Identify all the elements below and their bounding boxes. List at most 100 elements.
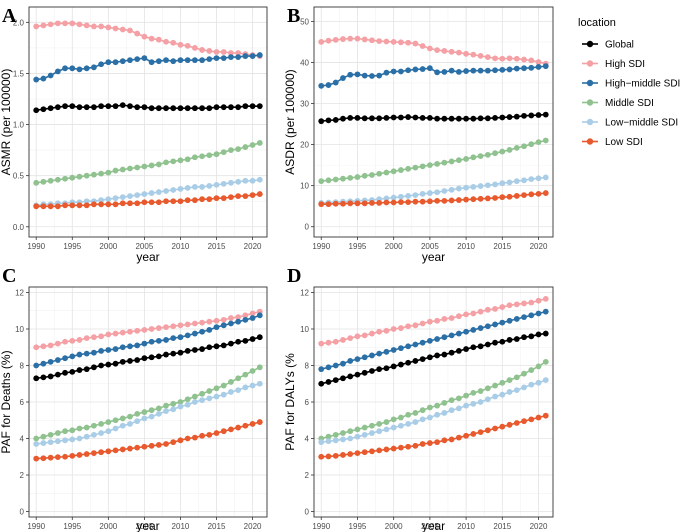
data-point [206, 388, 213, 394]
y-tick-label: 4 [20, 435, 25, 444]
y-tick-label: 20 [300, 141, 309, 150]
legend: location Global High SDI High−middle SDI Mi… [578, 17, 680, 148]
data-point [40, 433, 47, 440]
data-point [76, 21, 83, 28]
y-tick-label: 2.0 [13, 18, 25, 27]
data-point [441, 351, 448, 358]
data-point [206, 182, 213, 189]
data-point [361, 200, 368, 207]
data-point [69, 353, 76, 360]
y-tick-label: 0.0 [13, 223, 25, 232]
data-point [528, 367, 535, 373]
data-point [405, 39, 412, 46]
data-point [470, 310, 477, 317]
data-point [376, 428, 383, 435]
x-tick-label: 2010 [172, 522, 190, 531]
data-point [340, 36, 346, 42]
data-point [463, 115, 469, 122]
data-point [499, 66, 506, 73]
data-point [163, 337, 169, 343]
data-point [191, 105, 198, 112]
data-point [390, 445, 397, 452]
data-point [134, 30, 141, 37]
x-tick-label: 2015 [208, 242, 226, 251]
data-point [98, 170, 105, 177]
data-point [535, 175, 542, 182]
data-point [112, 59, 119, 66]
data-point [47, 177, 54, 184]
data-point [127, 193, 133, 200]
data-point [105, 196, 112, 203]
data-point [242, 371, 249, 378]
data-point [155, 199, 162, 206]
data-point [506, 114, 513, 120]
data-point [33, 107, 40, 114]
data-point [340, 115, 346, 122]
data-point [235, 314, 242, 321]
data-point [535, 64, 542, 70]
data-point [376, 72, 383, 79]
data-point [249, 310, 256, 317]
data-point [419, 407, 426, 414]
data-point [499, 338, 506, 345]
x-tick-label: 2005 [421, 242, 439, 251]
data-point [405, 421, 412, 427]
data-point [170, 350, 177, 357]
data-point [134, 410, 141, 417]
data-point [398, 39, 404, 46]
data-point [155, 161, 162, 168]
data-point [33, 362, 40, 369]
data-point [91, 201, 97, 208]
legend-label: Middle SDI [605, 98, 654, 109]
data-point [148, 413, 155, 420]
data-point [528, 141, 535, 148]
data-point [141, 163, 148, 170]
legend-label: Global [605, 40, 634, 51]
data-point [177, 399, 184, 405]
data-point [318, 340, 325, 347]
data-point [448, 186, 455, 193]
y-tick-label: 6 [20, 398, 25, 407]
series-low-sdi [33, 191, 263, 210]
data-point [184, 435, 191, 442]
data-point [340, 337, 346, 343]
data-point [528, 333, 535, 340]
data-point [98, 362, 105, 369]
data-point [184, 57, 191, 64]
series-global [33, 102, 263, 114]
data-point [220, 342, 227, 349]
data-point [513, 55, 520, 62]
x-axis-title: year [136, 250, 159, 264]
data-point [492, 67, 498, 74]
data-point [492, 339, 498, 346]
data-point [426, 162, 433, 169]
data-point [69, 452, 76, 459]
data-point [155, 337, 162, 344]
data-point [542, 63, 549, 70]
y-tick-label: 6 [305, 398, 310, 407]
data-point [47, 21, 54, 28]
data-point [191, 57, 198, 64]
data-point [448, 48, 455, 55]
data-point [105, 103, 112, 110]
y-tick-label: 0 [20, 508, 25, 517]
data-point [33, 23, 40, 30]
data-point [340, 75, 346, 81]
data-point [98, 333, 105, 340]
series-low-sdi [33, 419, 263, 462]
data-point [83, 424, 90, 431]
data-point [220, 322, 227, 329]
series-global [33, 334, 263, 382]
data-point [54, 104, 61, 111]
data-point [332, 117, 339, 123]
legend-label: High SDI [605, 59, 645, 70]
data-point [332, 437, 339, 444]
data-point [369, 430, 375, 436]
data-point [62, 175, 68, 182]
data-point [249, 103, 256, 110]
plot-area [314, 7, 553, 237]
legend-key-marker [586, 99, 594, 106]
data-point [528, 112, 535, 119]
data-point [155, 410, 162, 417]
data-point [361, 72, 368, 79]
